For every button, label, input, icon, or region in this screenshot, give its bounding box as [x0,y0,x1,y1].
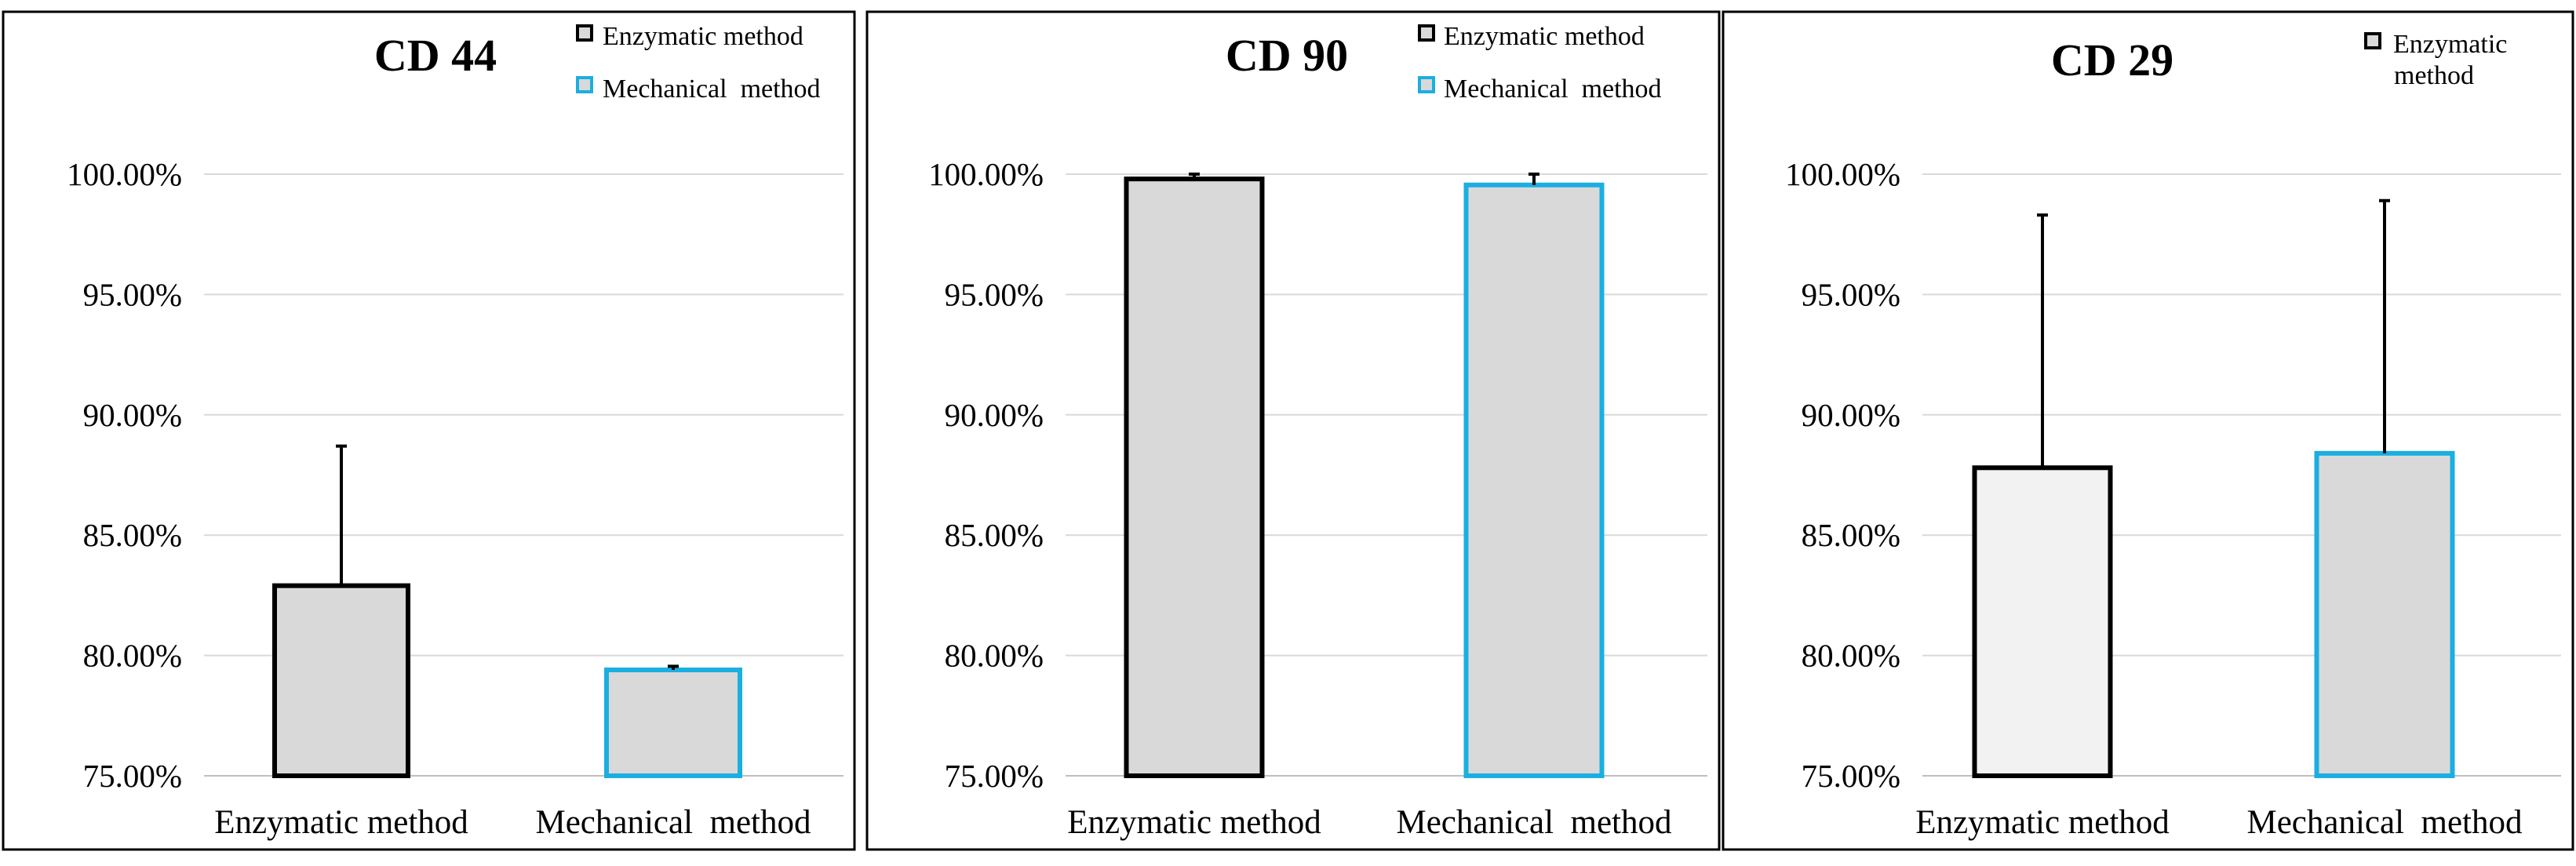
x-category-label: Mechanical method [535,804,811,841]
legend-swatch [1418,24,1435,42]
legend-label: Mechanical method [1444,75,1662,104]
y-tick-label: 85.00% [83,517,182,553]
chart-title: CD 90 [1226,30,1348,81]
chart-panel-cd44: 75.00% 80.00% 85.00% 90.00% 95.00% 100.00% Enz… [2,10,856,851]
y-tick-label: 100.00% [67,156,182,192]
legend-label-line: method [2394,61,2474,90]
y-tick-label: 95.00% [945,276,1044,312]
chart-title: CD 29 [2051,35,2173,86]
bar-enzymatic [1124,176,1265,779]
bar-mechanical [604,668,742,778]
x-category-label: Mechanical method [1396,804,1671,841]
y-tick-label: 80.00% [83,638,182,674]
y-tick-label: 75.00% [83,758,182,794]
bar-mechanical [2314,450,2455,778]
legend-label: Mechanical method [603,75,821,104]
legend-swatch [1418,76,1435,93]
y-tick-label: 90.00% [83,397,182,433]
legend-label: Enzymatic method [2393,30,2507,90]
bar-enzymatic [1972,465,2113,779]
y-tick-label: 100.00% [928,156,1044,192]
x-category-label: Enzymatic method [1915,804,2170,841]
bar-enzymatic [272,583,410,778]
y-tick-label: 80.00% [1802,638,1900,674]
legend-swatch [576,76,593,93]
legend-label: Enzymatic method [1444,22,1645,51]
x-category-label: Mechanical method [2246,804,2522,841]
legend-swatch [576,24,593,42]
bar-mechanical [1463,182,1605,778]
chart-panel-cd29: 75.00% 80.00% 85.00% 90.00% 95.00% 100.00% Enz… [1722,10,2574,851]
y-tick-label: 95.00% [83,276,182,312]
y-tick-label: 85.00% [1802,517,1900,553]
y-tick-label: 80.00% [945,638,1044,674]
legend-label: Enzymatic method [603,22,803,51]
chart-title: CD 44 [374,30,497,81]
y-tick-label: 95.00% [1802,276,1900,312]
y-tick-label: 90.00% [1802,397,1900,433]
legend-swatch [2364,32,2381,49]
y-tick-label: 75.00% [945,758,1044,794]
y-tick-label: 75.00% [1802,758,1900,794]
y-tick-label: 90.00% [945,397,1044,433]
chart-panel-cd90: 75.00% 80.00% 85.00% 90.00% 95.00% 100.00% Enz… [865,10,1721,851]
y-tick-label: 85.00% [945,517,1044,553]
legend-label-line: Enzymatic [2393,30,2507,59]
y-tick-label: 100.00% [1785,156,1900,192]
x-category-label: Enzymatic method [214,804,468,841]
x-category-label: Enzymatic method [1067,804,1321,841]
